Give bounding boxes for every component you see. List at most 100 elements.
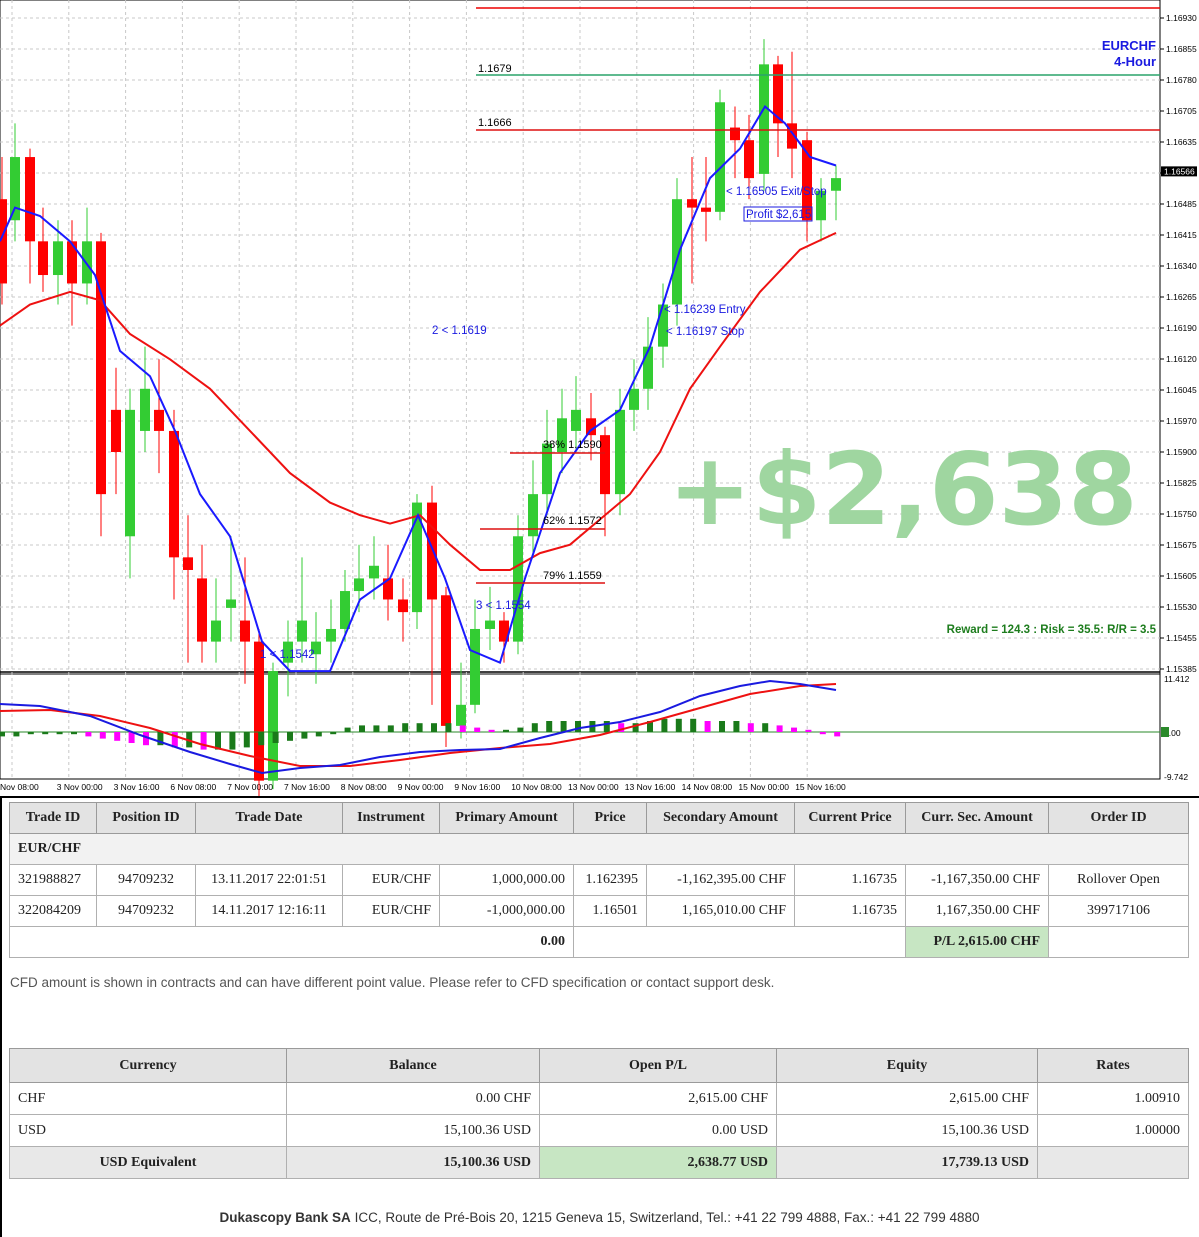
table-row[interactable]: USD 15,100.36 USD 0.00 USD 15,100.36 USD… (9, 1114, 1189, 1147)
bullish-candle (412, 502, 422, 613)
th-instrument[interactable]: Instrument (342, 802, 440, 834)
equity: 2,615.00 CHF (776, 1082, 1038, 1115)
osc-histogram-bar (359, 725, 365, 732)
trade-id: 322084209 (9, 895, 97, 927)
osc-histogram-bar (243, 732, 250, 748)
osc-histogram-bar (27, 732, 34, 735)
bullish-candle (82, 241, 92, 284)
osc-histogram-bar (719, 721, 725, 732)
osc-macd-line (0, 679, 837, 775)
osc-histogram-bar (805, 729, 812, 732)
bullish-candle (513, 536, 523, 642)
divider (0, 796, 2, 1237)
bullish-candle (615, 409, 625, 495)
curr-sec-amount: 1,167,350.00 CHF (905, 895, 1049, 927)
th-primary-amount[interactable]: Primary Amount (439, 802, 574, 834)
osc-histogram-bar (258, 732, 265, 746)
th-secondary-amount[interactable]: Secondary Amount (646, 802, 795, 834)
bearish-candle (687, 199, 697, 208)
osc-tick-label: 11.412 (1164, 674, 1190, 684)
bullish-candle (10, 157, 20, 221)
timeframe-label: 4-Hour (1114, 54, 1156, 69)
table-row[interactable]: 321988827 94709232 13.11.2017 22:01:51 E… (9, 864, 1189, 896)
price-tick-label: 1.15530 (1166, 602, 1197, 612)
osc-histogram-bar (834, 732, 841, 737)
total-open-pl: 2,638.77 USD (539, 1146, 777, 1179)
fib-79-label: 79% 1.1559 (543, 570, 602, 582)
bullish-candle (542, 443, 552, 495)
th-trade-date[interactable]: Trade Date (195, 802, 343, 834)
osc-histogram-bar (819, 732, 826, 735)
th-rates[interactable]: Rates (1037, 1048, 1189, 1083)
th-currency[interactable]: Currency (9, 1048, 287, 1083)
osc-histogram-bar (575, 721, 581, 732)
th-order-id[interactable]: Order ID (1048, 802, 1189, 834)
bearish-candle (383, 578, 393, 600)
osc-histogram-bar (373, 725, 380, 732)
time-tick-label: 14 Nov 08:00 (682, 782, 733, 792)
bearish-candle (169, 430, 179, 558)
price-chart[interactable]: 1.16930 1.16855 1.16780 1.16705 1.16635 1.165… (0, 0, 1199, 796)
bullish-candle (340, 591, 350, 629)
th-position-id[interactable]: Position ID (96, 802, 196, 834)
totals-spacer (573, 926, 906, 958)
th-price[interactable]: Price (573, 802, 647, 834)
osc-histogram-bar (85, 732, 92, 737)
price-tick-label: 1.15825 (1166, 478, 1197, 488)
osc-histogram-bar (114, 732, 121, 741)
osc-histogram-bar (56, 732, 63, 735)
th-curr-sec-amount[interactable]: Curr. Sec. Amount (905, 802, 1049, 834)
osc-histogram-bar (0, 732, 5, 737)
bearish-candle (254, 641, 264, 781)
th-current-price[interactable]: Current Price (794, 802, 906, 834)
th-equity[interactable]: Equity (776, 1048, 1038, 1083)
bearish-candle (773, 64, 783, 124)
bearish-candle (499, 620, 509, 642)
fib-38-label: 38% 1.1590 (543, 439, 602, 451)
price-tick-label: 1.15970 (1166, 416, 1197, 426)
th-open-pl[interactable]: Open P/L (539, 1048, 777, 1083)
price-tick-label: 1.16635 (1166, 137, 1197, 147)
currency: CHF (9, 1082, 287, 1115)
bullish-candle (226, 599, 236, 608)
open-pl: 2,615.00 CHF (539, 1082, 777, 1115)
price-tick-label: 1.16045 (1166, 385, 1197, 395)
osc-histogram-bar (488, 729, 495, 732)
bullish-candle (643, 346, 653, 389)
th-trade-id[interactable]: Trade ID (9, 802, 97, 834)
osc-histogram-bar (776, 725, 783, 732)
swing-1-label: 1 < 1.1542 (260, 649, 315, 661)
pl-total: P/L 2,615.00 CHF (905, 926, 1049, 958)
time-tick-label: 6 Nov 08:00 (170, 782, 216, 792)
osc-histogram-bar (215, 732, 221, 750)
rate: 1.00000 (1037, 1114, 1189, 1147)
osc-tick-label: 0.00 (1164, 728, 1181, 738)
bearish-candle (67, 241, 77, 284)
osc-histogram-bar (445, 723, 452, 732)
bullish-candle (528, 494, 538, 537)
currency: USD (9, 1114, 287, 1147)
reward-risk-label: Reward = 124.3 : Risk = 35.5: R/R = 3.5 (947, 624, 1157, 636)
bearish-candle (427, 502, 437, 600)
osc-histogram-bar (344, 727, 351, 732)
footer: Dukascopy Bank SA ICC, Route de Pré-Bois… (0, 1210, 1199, 1225)
time-tick-label: 9 Nov 00:00 (398, 782, 444, 792)
table-row[interactable]: CHF 0.00 CHF 2,615.00 CHF 2,615.00 CHF 1… (9, 1082, 1189, 1115)
bearish-candle (730, 127, 740, 141)
price-tick-label: 1.15675 (1166, 540, 1197, 550)
time-tick-label: 13 Nov 16:00 (625, 782, 676, 792)
osc-histogram-bar (503, 729, 509, 732)
bullish-candle (326, 628, 336, 642)
curr-sec-amount: -1,167,350.00 CHF (905, 864, 1049, 896)
symbol-label: EURCHF (1102, 38, 1156, 53)
osc-histogram-bar (143, 732, 149, 746)
osc-histogram-bar (560, 721, 567, 732)
time-tick-label: Nov 08:00 (0, 782, 39, 792)
total-balance: 15,100.36 USD (286, 1146, 540, 1179)
table-row[interactable]: 322084209 94709232 14.11.2017 12:16:11 E… (9, 895, 1189, 927)
bearish-candle (0, 199, 7, 284)
osc-histogram-bar (690, 718, 697, 732)
osc-histogram-bar (171, 732, 178, 748)
th-balance[interactable]: Balance (286, 1048, 540, 1083)
price: 1.16501 (573, 895, 647, 927)
